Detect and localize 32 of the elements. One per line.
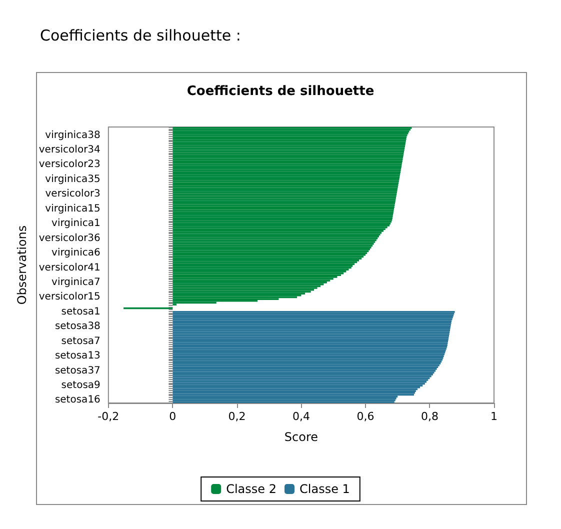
x-tick-label: 1 — [490, 410, 498, 423]
y-tick-label: virginica7 — [52, 276, 100, 288]
y-tick-label: setosa9 — [61, 380, 100, 392]
y-tick-label: versicolor3 — [45, 188, 100, 200]
y-tick-label: versicolor15 — [38, 292, 100, 303]
x-axis-title: Score — [284, 430, 318, 444]
y-tick-label: setosa38 — [54, 321, 100, 332]
y-axis-title: Observations — [15, 225, 29, 305]
y-tick-label: virginica6 — [52, 248, 100, 259]
y-tick-label: virginica15 — [45, 203, 100, 214]
y-tick-label: versicolor36 — [38, 232, 100, 244]
x-tick-label: 0,6 — [356, 410, 374, 423]
y-tick-label: versicolor41 — [38, 262, 100, 274]
x-tick-label: 0,4 — [292, 410, 310, 423]
y-tick-label: virginica1 — [52, 218, 100, 230]
legend-label: Classe 1 — [300, 482, 350, 496]
text: Coefficients de silhouette : — [40, 26, 241, 44]
chart-title: Coefficients de silhouette — [186, 84, 374, 99]
legend-label: Classe 2 — [226, 482, 277, 496]
x-tick-label: 0,2 — [228, 410, 246, 423]
y-tick-label: setosa37 — [54, 365, 100, 376]
y-tick-label: setosa1 — [61, 306, 100, 318]
x-tick-label: 0 — [169, 410, 176, 423]
y-tick-label: setosa7 — [61, 336, 100, 347]
y-tick-label: setosa16 — [54, 394, 100, 406]
y-tick-label: setosa13 — [54, 350, 100, 362]
y-tick-label: virginica35 — [45, 174, 100, 185]
y-tick-label: virginica38 — [45, 130, 100, 141]
y-tick-label: versicolor23 — [38, 159, 100, 170]
x-tick-label: -0,2 — [98, 410, 120, 423]
x-tick-label: 0,8 — [420, 410, 438, 423]
y-tick-label: versicolor34 — [38, 144, 100, 156]
